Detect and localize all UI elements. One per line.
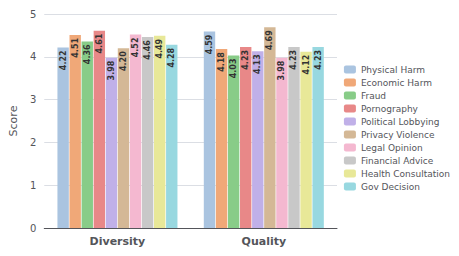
svg-text:Quality: Quality [242,235,287,248]
svg-text:4.03: 4.03 [229,59,238,79]
svg-text:4.61: 4.61 [95,33,104,53]
svg-text:4.36: 4.36 [83,44,92,64]
svg-text:Health Consultation: Health Consultation [361,169,450,179]
svg-text:0: 0 [30,223,36,234]
svg-text:4.51: 4.51 [71,38,80,58]
svg-text:Political Lobbying: Political Lobbying [361,117,440,127]
svg-text:4.13: 4.13 [253,54,262,74]
svg-text:Physical Harm: Physical Harm [361,65,425,75]
svg-text:4.20: 4.20 [119,51,128,71]
svg-text:4.69: 4.69 [265,30,274,50]
svg-text:Pornography: Pornography [361,104,419,114]
svg-text:Privacy Violence: Privacy Violence [361,130,435,140]
svg-text:4.23: 4.23 [289,50,298,70]
svg-text:3.98: 3.98 [107,60,116,80]
svg-text:2: 2 [30,137,36,148]
svg-text:Economic Harm: Economic Harm [361,78,432,88]
svg-text:1: 1 [30,180,36,191]
svg-text:4.22: 4.22 [59,50,68,70]
svg-text:Fraud: Fraud [361,91,386,101]
svg-text:4.52: 4.52 [131,38,140,58]
svg-text:4.49: 4.49 [155,38,164,58]
svg-text:5: 5 [30,9,36,20]
svg-text:4.59: 4.59 [205,34,214,54]
svg-text:3.98: 3.98 [277,60,286,80]
svg-text:3: 3 [30,94,36,105]
svg-text:Score: Score [7,105,20,136]
svg-text:4.46: 4.46 [143,40,152,60]
svg-text:Legal Opinion: Legal Opinion [361,143,423,153]
svg-text:4.12: 4.12 [302,55,311,75]
svg-text:4: 4 [30,51,36,62]
svg-text:4.18: 4.18 [217,52,226,72]
svg-text:Diversity: Diversity [90,235,146,248]
svg-text:Gov Decision: Gov Decision [361,182,420,192]
svg-text:4.23: 4.23 [241,50,250,70]
svg-text:4.23: 4.23 [314,50,323,70]
svg-text:4.28: 4.28 [167,47,176,67]
svg-text:Financial Advice: Financial Advice [361,156,434,166]
